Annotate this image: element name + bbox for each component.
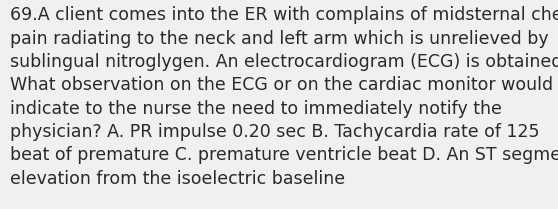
Text: 69.A client comes into the ER with complains of midsternal chest
pain radiating : 69.A client comes into the ER with compl… [10, 6, 558, 187]
